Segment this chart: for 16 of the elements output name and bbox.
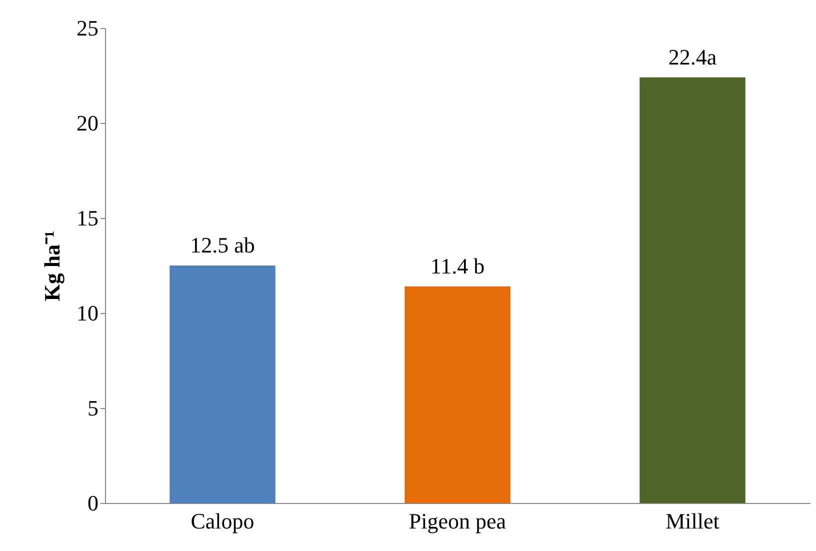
bar xyxy=(170,266,276,503)
y-tick-label: 0 xyxy=(88,490,98,516)
y-tick-label: 5 xyxy=(88,396,98,420)
y-tick-label: 15 xyxy=(76,206,98,230)
x-tick-label: Millet xyxy=(666,508,720,534)
data-label: 11.4 b xyxy=(430,253,485,278)
y-tick-label: 25 xyxy=(76,16,98,40)
y-tick-label: 20 xyxy=(76,110,98,136)
y-tick-label: 10 xyxy=(76,300,98,326)
bar xyxy=(404,286,510,503)
data-label: 12.5 ab xyxy=(190,232,255,258)
x-tick-label: Pigeon pea xyxy=(408,508,506,534)
bar xyxy=(640,77,746,503)
x-tick-label: Calopo xyxy=(190,508,254,534)
data-label: 22.4a xyxy=(668,44,717,70)
y-axis-title: Kg ha⁻¹ xyxy=(40,230,64,302)
